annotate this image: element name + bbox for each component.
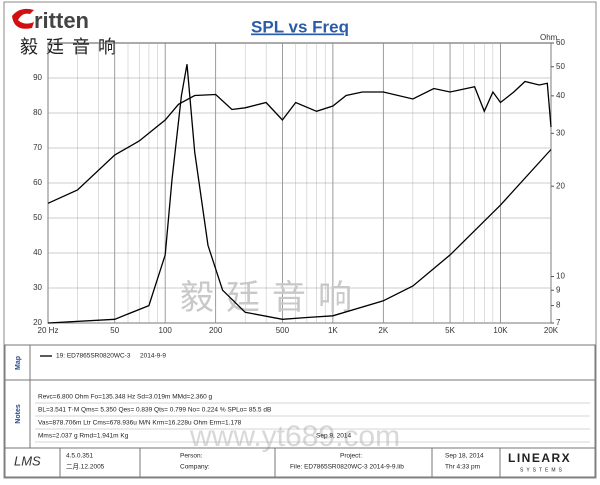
- note-line: BL=3.541 T·M Qms= 5.350 Qes= 0.839 Qts= …: [38, 407, 271, 414]
- build-date: 二月.12.2005: [66, 463, 105, 471]
- company: Company:: [180, 464, 210, 471]
- logo-chinese: 毅廷音响: [20, 37, 124, 57]
- y-tick-label: 30: [33, 283, 42, 292]
- brand-sub: SYSTEMS: [520, 467, 565, 473]
- y2-tick-label: 30: [556, 128, 565, 137]
- logo-brand: ritten: [34, 8, 89, 33]
- y2-tick-label: 50: [556, 62, 565, 71]
- x-tick-label: 50: [110, 326, 119, 335]
- y2-tick-label: 7: [556, 318, 561, 327]
- legend-entry: 19: ED7865SR0820WC-3: [56, 353, 131, 360]
- file: File: ED7865SR0820WC-3 2014-9-9.lib: [290, 464, 404, 471]
- x-tick-label: 20 Hz: [38, 326, 59, 335]
- y-tick-label: 50: [33, 213, 42, 222]
- brand: LINEARX: [508, 451, 571, 465]
- y2-tick-label: 20: [556, 181, 565, 190]
- y2-tick-label: 9: [556, 285, 561, 294]
- frame: [3, 1, 597, 479]
- panel: [4, 344, 596, 478]
- x-tick-label: 1K: [328, 326, 338, 335]
- x-tick-label: 20K: [544, 326, 559, 335]
- y-tick-label: 70: [33, 143, 42, 152]
- x-tick-label: 200: [209, 326, 223, 335]
- logo-swoosh: [12, 8, 34, 29]
- y2-tick-label: 8: [556, 301, 561, 310]
- note-line: Mms=2.037 g Rmd=1.941m Kg: [38, 433, 129, 440]
- y2-axis-label: Ohm: [540, 33, 558, 42]
- project: Project:: [340, 453, 362, 460]
- x-tick-label: 100: [159, 326, 173, 335]
- y-tick-label: 90: [33, 73, 42, 82]
- y-tick-label: 80: [33, 108, 42, 117]
- legend-entry: 2014-9-9: [140, 353, 166, 360]
- x-tick-label: 500: [276, 326, 290, 335]
- person: Person:: [180, 453, 203, 460]
- series-line: [47, 80, 552, 204]
- x-tick-label: 2K: [378, 326, 388, 335]
- note-line: Vas=878.706m Ltr Cms=678.936u M/N Krm=16…: [38, 420, 242, 427]
- time: Thr 4:33 pm: [445, 464, 480, 471]
- y2-tick-label: 40: [556, 91, 565, 100]
- series-line: [47, 64, 552, 324]
- x-tick-label: 10K: [493, 326, 508, 335]
- note-line: Sep 9, 2014: [316, 433, 351, 440]
- x-tick-label: 5K: [445, 326, 455, 335]
- y-tick-label: 20: [33, 318, 42, 327]
- y2-tick-label: 60: [556, 38, 565, 47]
- watermark-chinese: 毅廷音响: [180, 279, 364, 317]
- notes-label: Notes: [15, 404, 22, 424]
- lms-logo: LMS: [14, 453, 41, 468]
- version: 4.5.0.351: [66, 453, 93, 460]
- y2-tick-label: 10: [556, 272, 565, 281]
- map-label: Map: [15, 356, 22, 370]
- note-line: Revc=6.800 Ohm Fo=135.348 Hz Sd=3.019m M…: [38, 394, 213, 401]
- chart-title: SPL vs Freq: [251, 17, 349, 36]
- date: Sep 18, 2014: [445, 453, 484, 460]
- y-tick-label: 40: [33, 248, 42, 257]
- y-tick-label: 60: [33, 178, 42, 187]
- watermark-url: www.yt689.com: [189, 420, 400, 453]
